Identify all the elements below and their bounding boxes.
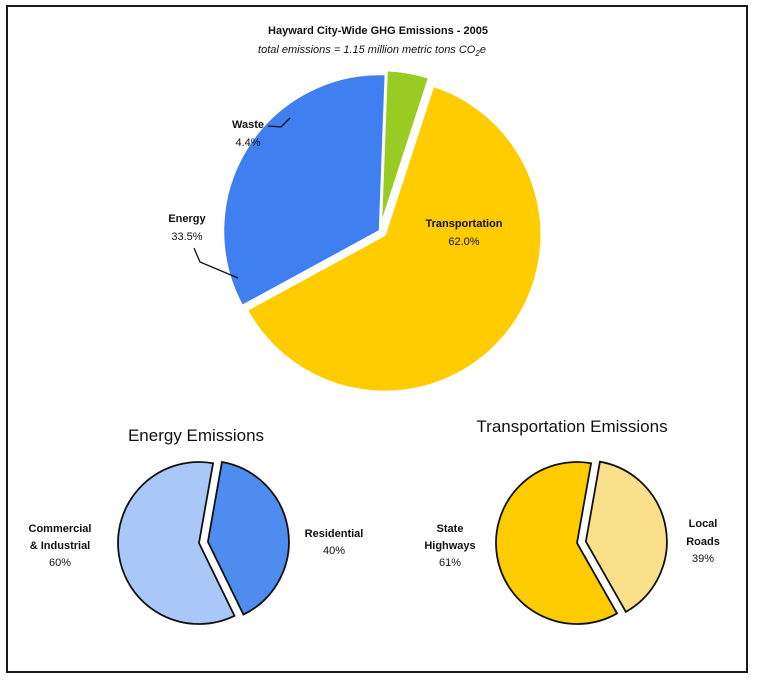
main-slice-transportation — [245, 84, 543, 394]
slice-label-state-highways-line1: State — [437, 523, 464, 535]
slice-label-transportation: Transportation — [425, 218, 502, 230]
main-slice-waste — [379, 68, 431, 229]
slice-pct-residential: 40% — [323, 545, 345, 557]
slice-label-commercial-line1: Commercial — [29, 523, 92, 535]
energy-pie — [117, 460, 290, 625]
slice-pct-energy: 33.5% — [171, 231, 202, 243]
main-chart-title: Hayward City-Wide GHG Emissions - 2005 — [268, 25, 488, 37]
slice-pct-waste: 4.4% — [235, 137, 260, 149]
subtitle-tail: e — [480, 44, 486, 56]
subtitle-main-text: total emissions = 1.15 million metric to… — [258, 44, 476, 56]
slice-pct-local-roads: 39% — [692, 553, 714, 565]
transportation-chart-title: Transportation Emissions — [476, 417, 667, 436]
slice-label-state-highways-line2: Highways — [424, 540, 475, 552]
slice-label-residential: Residential — [305, 528, 364, 540]
slice-label-waste: Waste — [232, 119, 264, 131]
slice-pct-transportation: 62.0% — [448, 236, 479, 248]
main-pie — [221, 68, 543, 394]
slice-label-energy: Energy — [168, 213, 206, 225]
slice-label-local-roads-line2: Roads — [686, 536, 720, 548]
transportation-pie — [495, 460, 668, 625]
main-chart-subtitle: total emissions = 1.15 million metric to… — [258, 44, 486, 58]
energy-slice-commercial-industrial — [117, 461, 236, 625]
leader-line-waste — [267, 117, 291, 128]
slice-pct-commercial: 60% — [49, 557, 71, 569]
slice-label-local-roads-line1: Local — [689, 518, 718, 530]
transportation-slice-state-highways — [495, 461, 619, 625]
energy-slice-residential — [206, 460, 290, 616]
slice-pct-state-highways: 61% — [439, 557, 461, 569]
main-slice-energy — [221, 72, 388, 308]
leader-line-energy — [193, 247, 239, 279]
energy-chart-title: Energy Emissions — [128, 426, 264, 445]
transportation-slice-local-roads — [584, 460, 668, 614]
slice-label-commercial-line2: & Industrial — [30, 540, 91, 552]
subtitle-subscript: 2 — [474, 49, 480, 58]
